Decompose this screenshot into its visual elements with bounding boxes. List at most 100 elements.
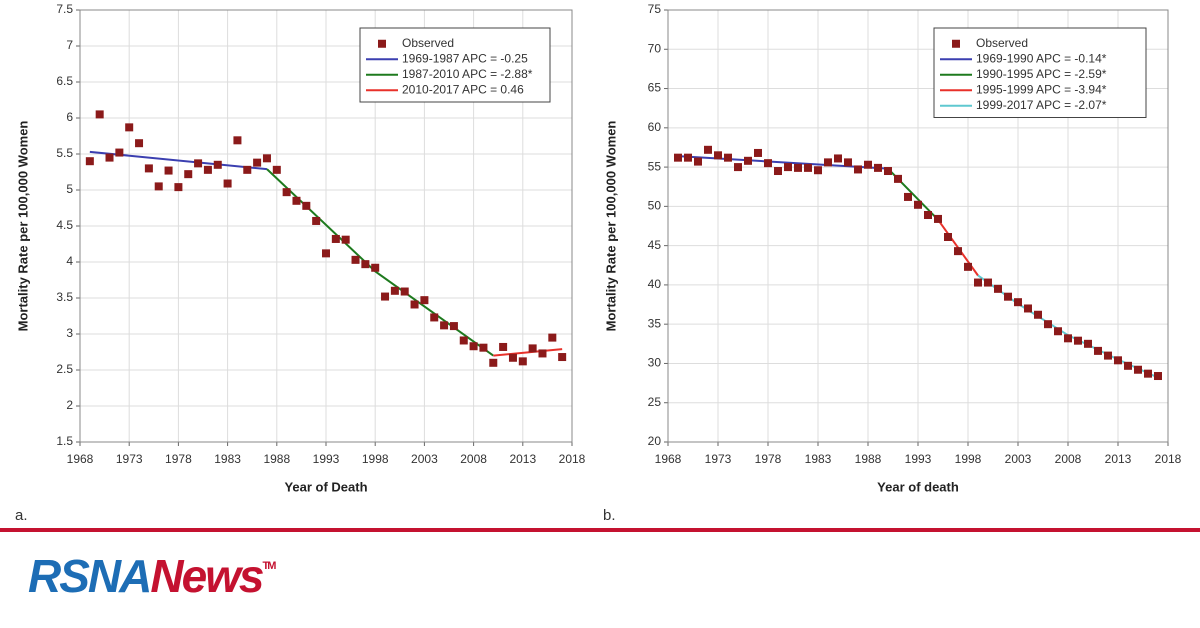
data-point xyxy=(85,157,94,166)
data-point xyxy=(253,158,262,167)
data-point xyxy=(381,292,390,301)
x-tick-label: 2003 xyxy=(1005,452,1032,466)
y-tick-label: 75 xyxy=(648,2,662,16)
y-tick-label: 4.5 xyxy=(56,218,73,232)
data-point xyxy=(704,145,712,154)
y-tick-label: 5 xyxy=(66,182,73,196)
data-point xyxy=(351,255,360,264)
data-point xyxy=(814,166,822,175)
plot-frame xyxy=(79,9,573,443)
x-tick-label: 1983 xyxy=(214,452,241,466)
data-point xyxy=(420,296,429,305)
data-point xyxy=(1084,339,1092,348)
data-point xyxy=(194,159,203,168)
brand-part2: News xyxy=(150,550,264,602)
data-point xyxy=(489,358,498,367)
y-tick-label: 6.5 xyxy=(56,74,73,88)
data-point xyxy=(804,163,812,172)
data-point xyxy=(440,321,449,330)
data-point xyxy=(203,165,212,174)
data-point xyxy=(1104,351,1112,360)
data-point xyxy=(954,247,962,256)
data-point xyxy=(184,170,193,179)
data-point xyxy=(390,286,399,295)
data-point xyxy=(1034,310,1042,319)
data-point xyxy=(1004,292,1012,301)
brand-mark: TM xyxy=(263,560,277,572)
data-point xyxy=(331,234,340,243)
y-tick-label: 55 xyxy=(648,159,662,173)
data-point xyxy=(824,158,832,167)
data-point xyxy=(341,235,350,244)
legend-box xyxy=(933,27,1147,118)
data-point xyxy=(774,167,782,176)
data-point xyxy=(714,151,722,160)
panel-label: b. xyxy=(603,507,616,524)
x-tick-label: 1993 xyxy=(313,452,340,466)
legend-label: 1990-1995 APC = -2.59* xyxy=(976,67,1107,81)
data-point xyxy=(724,153,732,162)
data-point xyxy=(844,158,852,167)
data-point xyxy=(272,165,281,174)
y-tick-label: 20 xyxy=(648,434,662,448)
data-point xyxy=(459,336,468,345)
data-point xyxy=(223,179,232,188)
data-point xyxy=(233,136,242,145)
data-point xyxy=(884,167,892,176)
data-point xyxy=(282,188,291,197)
data-point xyxy=(213,160,222,169)
data-point xyxy=(312,216,321,225)
data-point xyxy=(864,160,872,169)
data-point xyxy=(734,163,742,172)
data-point xyxy=(854,165,862,174)
legend-label: 1969-1990 APC = -0.14* xyxy=(976,51,1107,65)
data-point xyxy=(164,166,173,175)
chart-panel: 20 25 30 35 40 45 50 55 60 65 70 75 1968 1973 1978 1983… xyxy=(603,2,1182,524)
data-point xyxy=(528,344,537,353)
x-tick-label: 1968 xyxy=(655,452,682,466)
trend-line xyxy=(677,155,889,170)
data-point xyxy=(400,287,409,296)
x-tick-label: 1978 xyxy=(755,452,782,466)
data-point xyxy=(1094,346,1102,355)
data-point xyxy=(174,183,183,192)
x-axis-title: Year of Death xyxy=(284,479,367,494)
data-point xyxy=(874,163,882,172)
x-axis-title: Year of death xyxy=(877,479,959,494)
data-point xyxy=(135,139,144,148)
data-point xyxy=(361,260,370,269)
y-tick-label: 65 xyxy=(648,81,662,95)
data-point xyxy=(784,163,792,172)
data-point xyxy=(144,164,153,173)
legend-label: Observed xyxy=(976,36,1028,50)
data-point xyxy=(964,262,972,271)
data-point xyxy=(243,165,252,174)
x-tick-label: 1993 xyxy=(905,452,932,466)
data-point xyxy=(754,148,762,157)
y-tick-label: 70 xyxy=(648,41,662,55)
x-tick-label: 1998 xyxy=(955,452,982,466)
y-tick-label: 40 xyxy=(648,277,662,291)
y-tick-label: 30 xyxy=(648,356,662,370)
data-point xyxy=(994,284,1002,293)
data-point xyxy=(1114,356,1122,365)
data-point xyxy=(1124,361,1132,370)
data-point xyxy=(744,156,752,165)
y-tick-label: 3.5 xyxy=(56,290,73,304)
data-point xyxy=(410,300,419,309)
data-point xyxy=(115,148,124,157)
y-tick-label: 2.5 xyxy=(56,362,73,376)
data-point xyxy=(1144,369,1152,378)
data-point xyxy=(1044,320,1052,329)
x-tick-label: 1978 xyxy=(165,452,192,466)
legend-label: 1969-1987 APC = -0.25 xyxy=(402,51,528,65)
x-tick-label: 1998 xyxy=(362,452,389,466)
legend-label: 1987-2010 APC = -2.88* xyxy=(402,67,533,81)
data-point xyxy=(694,157,702,166)
data-point xyxy=(1064,334,1072,343)
y-tick-label: 45 xyxy=(648,238,662,252)
x-tick-label: 2013 xyxy=(509,452,536,466)
x-tick-label: 1983 xyxy=(805,452,832,466)
data-point xyxy=(538,349,547,358)
